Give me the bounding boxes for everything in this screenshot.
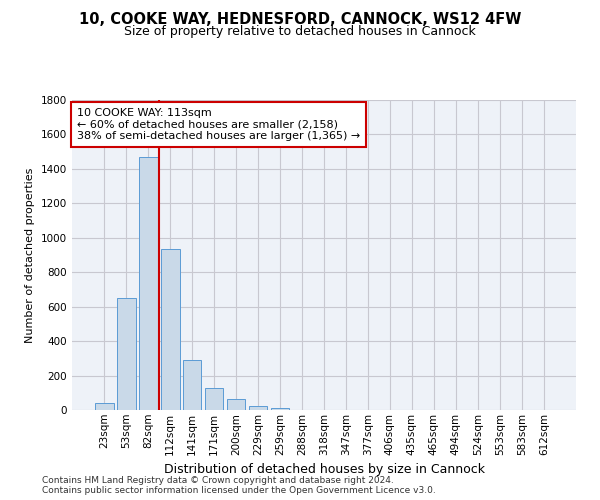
Text: Contains public sector information licensed under the Open Government Licence v3: Contains public sector information licen…: [42, 486, 436, 495]
Text: 10, COOKE WAY, HEDNESFORD, CANNOCK, WS12 4FW: 10, COOKE WAY, HEDNESFORD, CANNOCK, WS12…: [79, 12, 521, 28]
Bar: [183, 360, 202, 410]
Y-axis label: Number of detached properties: Number of detached properties: [25, 168, 35, 342]
X-axis label: Distribution of detached houses by size in Cannock: Distribution of detached houses by size …: [163, 463, 485, 476]
Bar: [117, 298, 136, 410]
Bar: [249, 406, 268, 410]
Bar: [95, 404, 113, 410]
Bar: [271, 408, 289, 410]
Bar: [205, 388, 223, 410]
Text: Contains HM Land Registry data © Crown copyright and database right 2024.: Contains HM Land Registry data © Crown c…: [42, 476, 394, 485]
Bar: [139, 157, 158, 410]
Bar: [161, 249, 179, 410]
Text: 10 COOKE WAY: 113sqm
← 60% of detached houses are smaller (2,158)
38% of semi-de: 10 COOKE WAY: 113sqm ← 60% of detached h…: [77, 108, 360, 141]
Text: Size of property relative to detached houses in Cannock: Size of property relative to detached ho…: [124, 25, 476, 38]
Bar: [227, 400, 245, 410]
